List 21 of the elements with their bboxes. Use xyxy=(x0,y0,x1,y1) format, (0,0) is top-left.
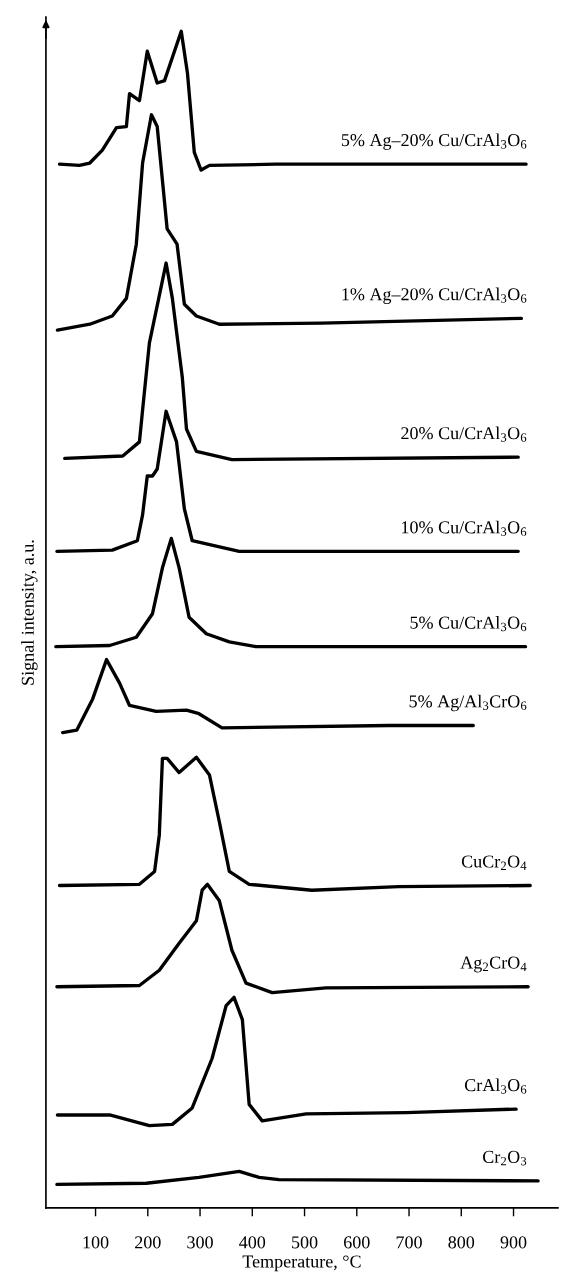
series-label: CuCr$_{2}$O$_{4}$ xyxy=(461,855,527,870)
series-label: 5% Ag/Al$_{3}$CrO$_{6}$ xyxy=(409,694,527,712)
x-tick-label: 300 xyxy=(187,1236,213,1249)
series-label: CrAl$_{3}$O$_{6}$ xyxy=(464,1078,527,1094)
series-label: Cr$_{2}$O$_{3}$ xyxy=(482,1150,527,1166)
x-tick-label: 100 xyxy=(83,1236,109,1249)
x-axis-title: Temperature, °C xyxy=(242,1255,361,1272)
series-label: 20% Cu/CrAl$_{3}$O$_{6}$ xyxy=(401,426,527,442)
x-tick-label: 600 xyxy=(344,1236,370,1249)
series-label: Ag$_{2}$CrO$_{4}$ xyxy=(460,956,527,973)
x-tick-label: 200 xyxy=(135,1236,161,1249)
x-tick-label: 700 xyxy=(396,1236,422,1249)
series-label: 5% Ag–20% Cu/CrAl$_{3}$O$_{6}$ xyxy=(341,133,527,150)
x-tick-label: 800 xyxy=(448,1236,475,1249)
series-label: 1% Ag–20% Cu/CrAl$_{3}$O$_{6}$ xyxy=(342,287,527,305)
series-label: 5% Cu/CrAl$_{3}$O$_{6}$ xyxy=(410,616,527,632)
x-tick-label: 900 xyxy=(500,1236,527,1249)
x-tick-label: 500 xyxy=(292,1236,318,1249)
x-tick-label: 400 xyxy=(239,1236,266,1249)
y-axis-title: Signal intensity, a.u. xyxy=(21,540,38,685)
series-label: 10% Cu/CrAl$_{3}$O$_{6}$ xyxy=(402,520,527,536)
